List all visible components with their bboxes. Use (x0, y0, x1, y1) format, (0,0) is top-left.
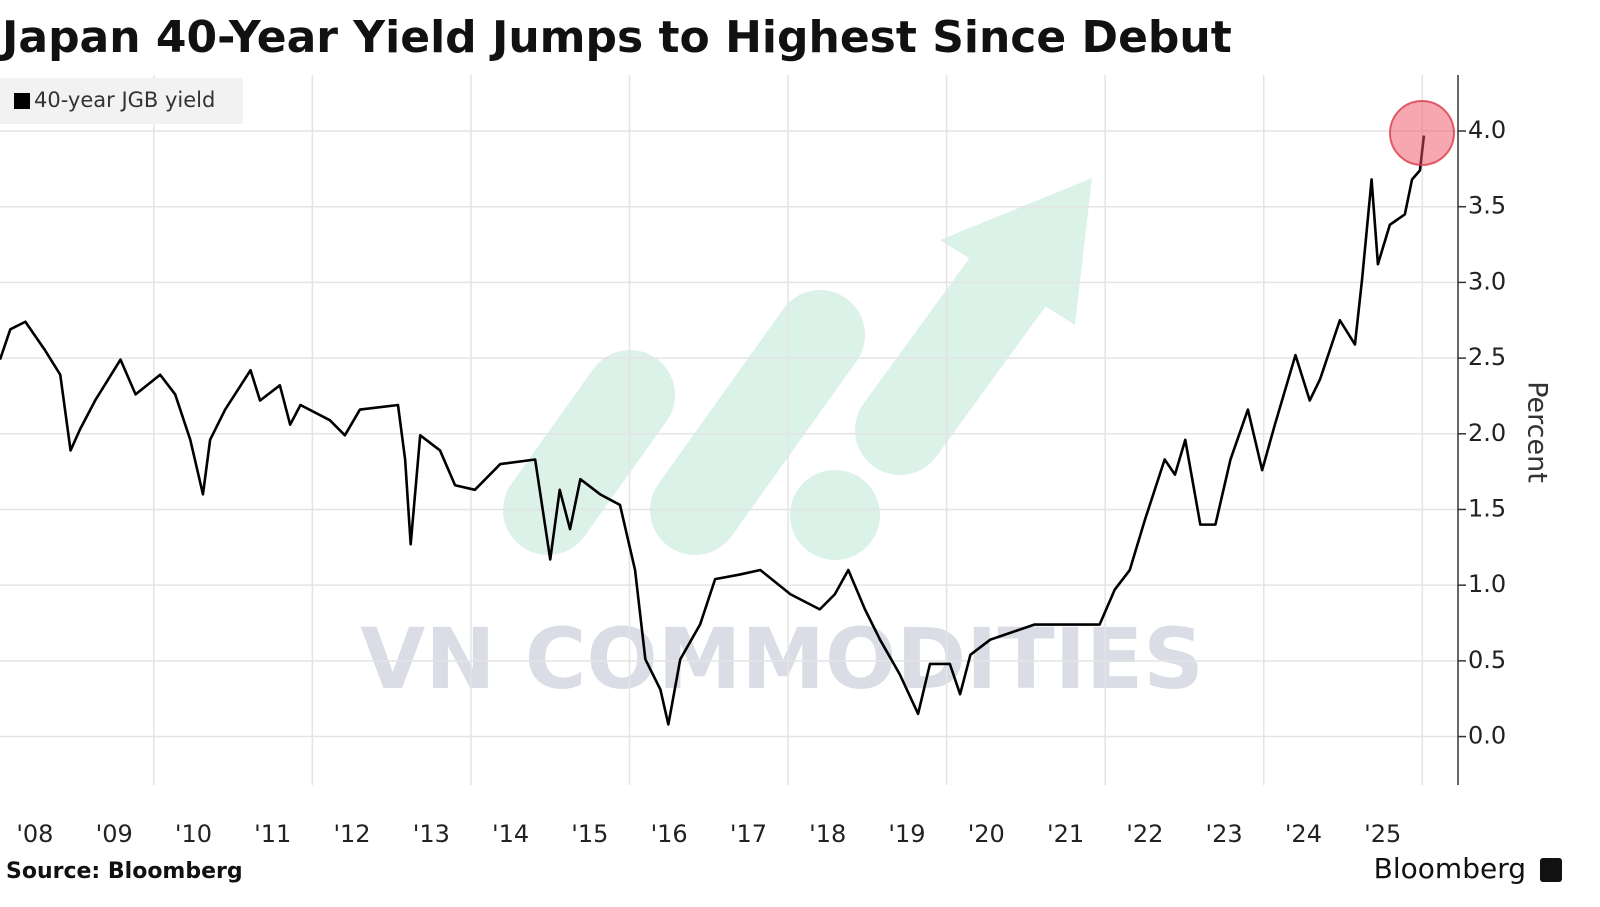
y-axis-label: Percent (1522, 381, 1553, 483)
y-tick-label: 0.0 (1468, 722, 1506, 750)
y-tick-label: 2.0 (1468, 419, 1506, 447)
highlight-circle (1389, 100, 1455, 166)
x-tick-label: '19 (888, 820, 925, 848)
x-tick-label: '13 (413, 820, 450, 848)
x-tick-label: '12 (333, 820, 370, 848)
y-tick-label: 0.5 (1468, 646, 1506, 674)
data-line (0, 135, 1426, 726)
x-tick-label: '25 (1364, 820, 1401, 848)
brand: Bloomberg (1374, 852, 1526, 885)
watermark-text: VN COMMODITIES (360, 610, 1204, 708)
watermark-logo (503, 178, 1092, 560)
x-tick-label: '16 (651, 820, 688, 848)
legend-box (0, 78, 243, 124)
x-tick-label: '08 (16, 820, 53, 848)
x-tick-label: '24 (1285, 820, 1322, 848)
legend-label: 40-year JGB yield (34, 88, 215, 112)
x-tick-label: '11 (254, 820, 291, 848)
x-tick-label: '09 (96, 820, 133, 848)
y-tick-label: 1.0 (1468, 570, 1506, 598)
y-tick-label: 3.0 (1468, 267, 1506, 295)
source: Source: Bloomberg (6, 859, 243, 884)
x-tick-label: '15 (571, 820, 608, 848)
brand-icon (1540, 858, 1562, 882)
watermark: VN COMMODITIES (360, 178, 1204, 708)
x-tick-label: '18 (809, 820, 846, 848)
x-tick-label: '20 (968, 820, 1005, 848)
x-tick-label: '10 (175, 820, 212, 848)
chart-title: Japan 40-Year Yield Jumps to Highest Sin… (0, 12, 1232, 63)
x-tick-label: '14 (492, 820, 529, 848)
x-tick-label: '17 (730, 820, 767, 848)
x-tick-label: '23 (1206, 820, 1243, 848)
y-tick-label: 3.5 (1468, 192, 1506, 220)
y-tick-label: 2.5 (1468, 343, 1506, 371)
legend: 40-year JGB yield (0, 78, 243, 124)
x-tick-label: '21 (1047, 820, 1084, 848)
x-tick-label: '22 (1126, 820, 1163, 848)
legend-swatch (14, 93, 30, 109)
y-tick-label: 1.5 (1468, 494, 1506, 522)
y-tick-label: 4.0 (1468, 116, 1506, 144)
